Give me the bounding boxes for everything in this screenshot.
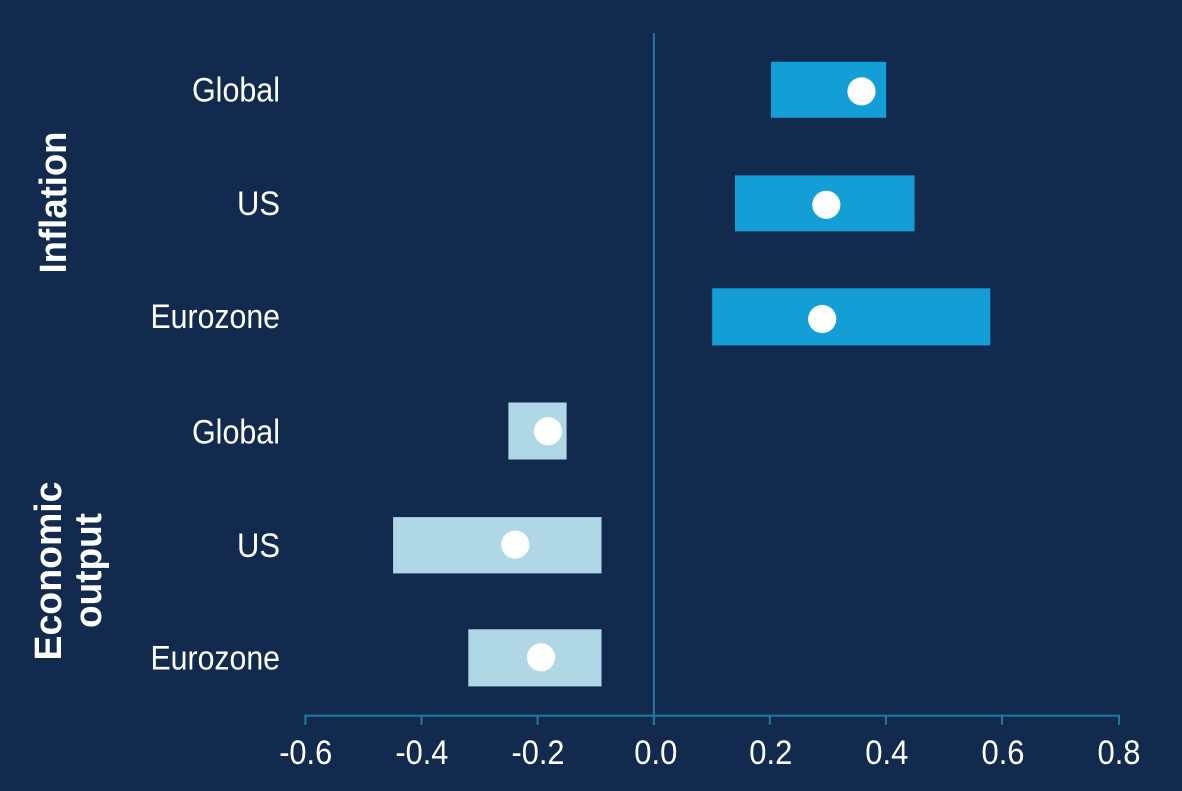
svg-text:Global: Global <box>192 413 280 451</box>
svg-text:output: output <box>68 513 110 628</box>
svg-text:0.4: 0.4 <box>865 734 908 772</box>
svg-text:US: US <box>237 527 280 565</box>
svg-text:Global: Global <box>192 72 280 110</box>
svg-text:Inflation: Inflation <box>33 132 75 274</box>
svg-text:0.0: 0.0 <box>634 734 677 772</box>
svg-text:0.2: 0.2 <box>749 734 792 772</box>
svg-text:Economic: Economic <box>28 482 70 661</box>
svg-text:-0.6: -0.6 <box>279 734 332 772</box>
svg-text:US: US <box>237 185 280 223</box>
svg-text:Eurozone: Eurozone <box>151 298 281 336</box>
svg-text:-0.4: -0.4 <box>395 734 448 772</box>
svg-text:Eurozone: Eurozone <box>151 640 281 678</box>
svg-text:0.6: 0.6 <box>982 734 1025 772</box>
svg-text:-0.2: -0.2 <box>512 734 565 772</box>
svg-text:0.8: 0.8 <box>1098 734 1141 772</box>
